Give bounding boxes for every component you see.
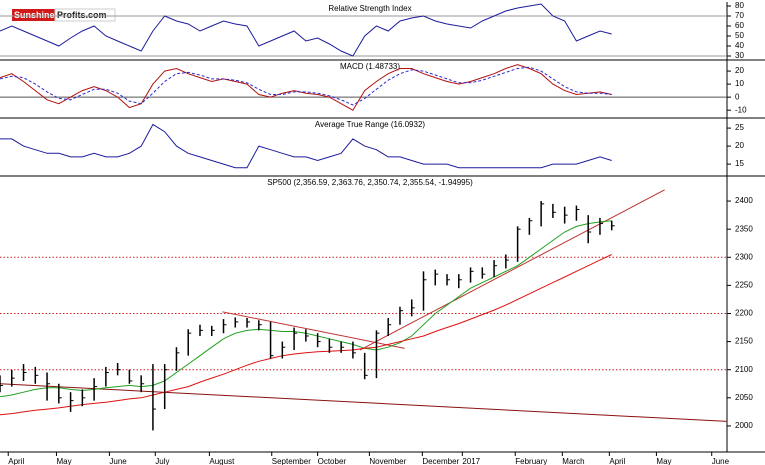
y-tick-label: 25 <box>735 123 744 132</box>
x-tick-label: December <box>422 457 459 465</box>
logo-box <box>54 8 116 22</box>
x-tick-label: November <box>369 457 406 465</box>
panel-title: MACD (1.48733) <box>340 62 400 71</box>
y-tick-label: 2000 <box>735 421 753 430</box>
y-tick-label: 0 <box>735 92 740 101</box>
y-tick-label: 60 <box>735 21 744 30</box>
x-tick-label: April <box>609 457 625 465</box>
panel-title: Relative Strength Index <box>328 4 411 13</box>
x-tick-label: February <box>515 457 547 465</box>
y-tick-label: 2200 <box>735 309 753 318</box>
y-tick-label: 2050 <box>735 393 753 402</box>
x-tick-label: July <box>155 457 169 465</box>
x-tick-label: September <box>272 457 311 465</box>
x-tick-label: October <box>318 457 347 465</box>
x-tick-label: August <box>209 457 235 465</box>
trend-line <box>222 311 405 349</box>
logo-left: Sunshine <box>14 10 55 20</box>
trend-line <box>0 383 728 422</box>
series-line <box>0 254 612 416</box>
y-tick-label: 2350 <box>735 224 753 233</box>
y-tick-label: 20 <box>735 66 744 75</box>
y-tick-label: 10 <box>735 79 744 88</box>
series-line <box>0 3 612 57</box>
y-tick-label: -10 <box>735 105 747 114</box>
series-line <box>0 123 612 169</box>
x-tick-label: April <box>8 457 24 465</box>
series-line <box>0 66 612 106</box>
x-tick-label: March <box>562 457 584 465</box>
y-tick-label: 50 <box>735 31 744 40</box>
y-tick-label: 30 <box>735 51 744 60</box>
y-tick-label: 40 <box>735 41 744 50</box>
y-tick-label: 2100 <box>735 365 753 374</box>
x-tick-label: May <box>56 457 71 465</box>
x-tick-label: May <box>656 457 671 465</box>
logo-right: Profits.com <box>57 10 107 20</box>
y-tick-label: 2300 <box>735 252 753 261</box>
y-tick-label: 80 <box>735 1 744 10</box>
x-tick-label: June <box>109 457 127 465</box>
panel-title: Average True Range (16.0932) <box>315 120 425 129</box>
x-tick-label: 2017 <box>462 457 480 465</box>
trend-line <box>359 189 665 351</box>
y-tick-label: 2400 <box>735 196 753 205</box>
y-tick-label: 2150 <box>735 337 753 346</box>
y-tick-label: 20 <box>735 141 744 150</box>
y-tick-label: 70 <box>735 11 744 20</box>
x-tick-label: June <box>712 457 730 465</box>
logo-box <box>12 9 55 21</box>
panel-title: SP500 (2,356.59, 2,363.76, 2,350.74, 2,3… <box>267 178 473 187</box>
y-tick-label: 2250 <box>735 280 753 289</box>
y-tick-label: 15 <box>735 159 744 168</box>
